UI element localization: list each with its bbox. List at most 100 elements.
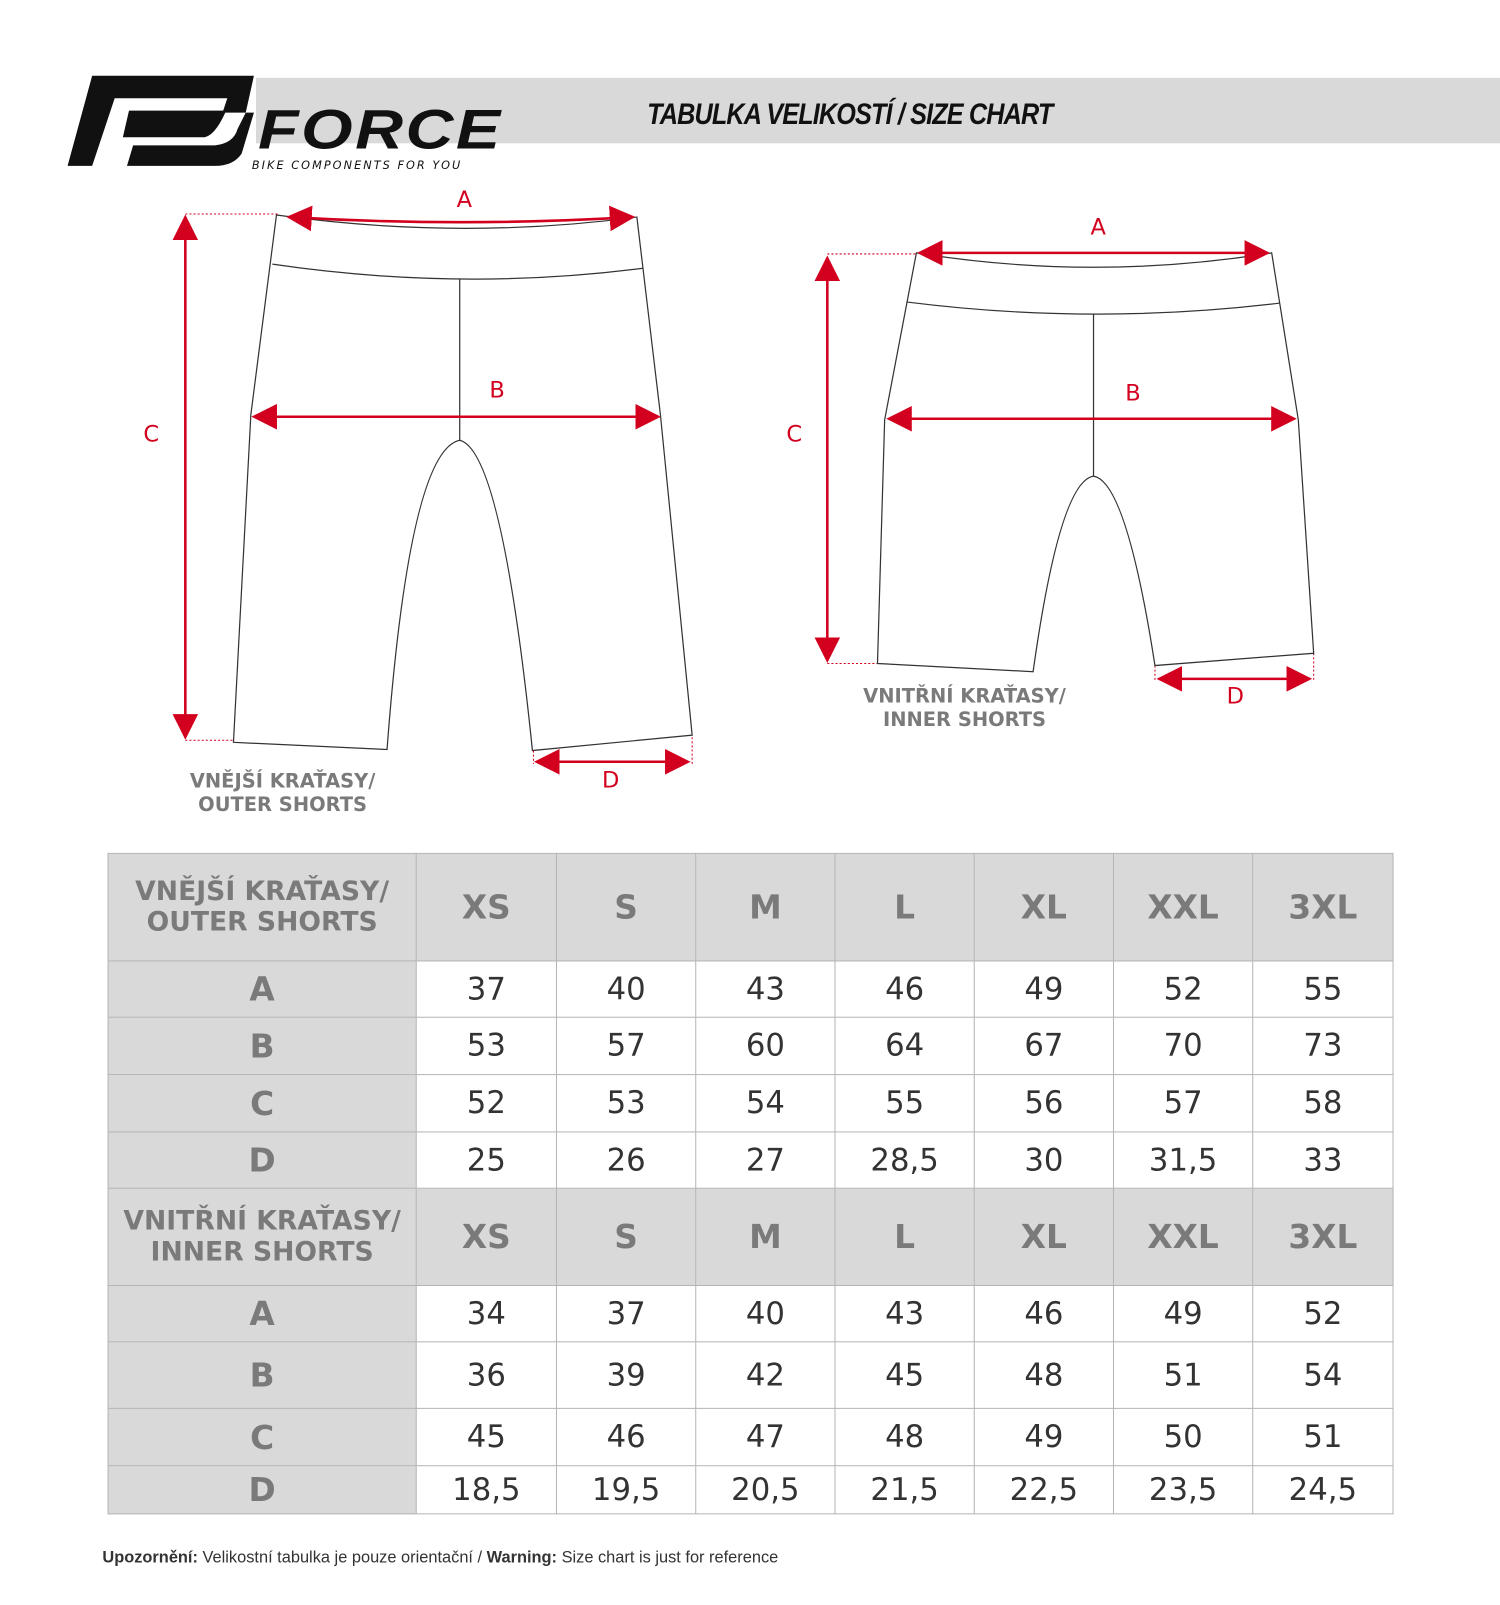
measure-label: B [107, 1016, 417, 1076]
table-cell: 51 [1252, 1407, 1394, 1467]
table-cell: 23,5 [1112, 1465, 1254, 1515]
table-cell: 31,5 [1112, 1131, 1254, 1189]
table-cell: 48 [834, 1407, 975, 1467]
measure-label: C [107, 1074, 417, 1133]
table-cell: 40 [695, 1284, 836, 1343]
size-header: L [834, 1187, 975, 1287]
table-cell: 21,5 [834, 1465, 975, 1515]
table-cell: 46 [834, 960, 975, 1018]
table-row: A 34 37 40 43 46 49 52 [107, 1284, 1394, 1343]
table-cell: 49 [973, 1407, 1115, 1467]
table-cell: 67 [973, 1016, 1115, 1076]
table-cell: 73 [1252, 1016, 1394, 1076]
outer-arrow-a [286, 205, 636, 232]
warning-cz-label: Upozornění: [102, 1549, 198, 1567]
table-cell: 46 [555, 1407, 697, 1467]
table-cell: 57 [1112, 1074, 1254, 1133]
footer-warning: Upozornění: Velikostní tabulka je pouze … [102, 1549, 778, 1567]
shorts-diagrams [172, 205, 1315, 775]
table-cell: 40 [555, 960, 697, 1018]
table-row: C 52 53 54 55 56 57 58 [107, 1074, 1394, 1133]
size-header: L [834, 852, 975, 962]
outer-shorts-outline [232, 214, 693, 752]
table-row: A 37 40 43 46 49 52 55 [107, 960, 1394, 1018]
size-header: M [695, 852, 836, 962]
size-header: 3XL [1252, 1187, 1394, 1287]
header-bar [255, 77, 1500, 144]
size-header: XS [415, 852, 558, 962]
table-cell: 64 [834, 1016, 975, 1076]
table-cell: 24,5 [1252, 1465, 1394, 1515]
table-cell: 54 [1252, 1341, 1394, 1409]
table-cell: 26 [555, 1131, 697, 1189]
table-cell: 39 [555, 1341, 697, 1409]
caption-line: OUTER SHORTS [198, 793, 368, 817]
inner-label-c: C [786, 421, 803, 448]
table-cell: 70 [1112, 1016, 1254, 1076]
outer-shorts-caption: VNĚJŠÍ KRAŤASY/ OUTER SHORTS [174, 770, 391, 817]
outer-label-a: A [456, 187, 473, 213]
section-title-line: VNITŘNÍ KRAŤASY/ [123, 1206, 401, 1237]
table-cell: 52 [1112, 960, 1254, 1018]
table-row: D 25 26 27 28,5 30 31,5 33 [107, 1131, 1394, 1189]
table-row: D 18,5 19,5 20,5 21,5 22,5 23,5 24,5 [107, 1465, 1394, 1515]
caption-line: VNITŘNÍ KRAŤASY/ [863, 684, 1066, 708]
table-cell: 52 [415, 1074, 558, 1133]
table-cell: 54 [695, 1074, 836, 1133]
table-header-row: VNĚJŠÍ KRAŤASY/OUTER SHORTS XS S M L XL XXL 3XL [107, 852, 1394, 962]
size-header: XS [415, 1187, 558, 1287]
table-cell: 28,5 [834, 1131, 975, 1189]
measure-label: D [107, 1465, 417, 1515]
size-header: XXL [1112, 1187, 1254, 1287]
section-title-line: OUTER SHORTS [146, 907, 378, 938]
force-logo-icon [67, 75, 254, 166]
table-cell: 58 [1252, 1074, 1394, 1133]
measure-label: B [107, 1341, 417, 1409]
table-row: C 45 46 47 48 49 50 51 [107, 1407, 1394, 1467]
table-cell: 60 [695, 1016, 836, 1076]
warning-en-label: Warning: [486, 1549, 558, 1567]
table-cell: 45 [834, 1341, 975, 1409]
measure-label: D [107, 1131, 417, 1189]
table-cell: 45 [415, 1407, 558, 1467]
size-header: XL [973, 852, 1115, 962]
table-cell: 48 [973, 1341, 1115, 1409]
table-cell: 51 [1112, 1341, 1254, 1409]
inner-label-d: D [1226, 683, 1244, 710]
size-header: XL [973, 1187, 1115, 1287]
table-cell: 36 [415, 1341, 558, 1409]
table-cell: 52 [1252, 1284, 1394, 1343]
warning-cz-text: Velikostní tabulka je pouze orientační / [197, 1549, 487, 1567]
table-cell: 30 [973, 1131, 1115, 1189]
table-cell: 43 [695, 960, 836, 1018]
section-title: VNĚJŠÍ KRAŤASY/OUTER SHORTS [107, 852, 417, 962]
table-cell: 33 [1252, 1131, 1394, 1189]
size-header: M [695, 1187, 836, 1287]
table-cell: 37 [415, 960, 558, 1018]
section-title: VNITŘNÍ KRAŤASY/INNER SHORTS [107, 1187, 417, 1287]
warning-en-text: Size chart is just for reference [557, 1549, 779, 1567]
table-cell: 50 [1112, 1407, 1254, 1467]
table-header-row: VNITŘNÍ KRAŤASY/INNER SHORTS XS S M L XL XXL 3X… [107, 1187, 1394, 1287]
size-header: XXL [1112, 852, 1254, 962]
page-title: TABULKA VELIKOSTÍ / SIZE CHART [647, 98, 1053, 132]
table-cell: 25 [415, 1131, 558, 1189]
table-row: B 53 57 60 64 67 70 73 [107, 1016, 1394, 1076]
measure-label: C [107, 1407, 417, 1467]
table-cell: 46 [973, 1284, 1115, 1343]
table-cell: 20,5 [695, 1465, 836, 1515]
table-cell: 42 [695, 1341, 836, 1409]
table-cell: 55 [1252, 960, 1394, 1018]
table-cell: 18,5 [415, 1465, 558, 1515]
size-header: 3XL [1252, 852, 1394, 962]
caption-line: VNĚJŠÍ KRAŤASY/ [189, 769, 376, 793]
table-cell: 22,5 [973, 1465, 1115, 1515]
table-cell: 56 [973, 1074, 1115, 1133]
table-cell: 57 [555, 1016, 697, 1076]
section-title-line: INNER SHORTS [150, 1236, 374, 1268]
table-cell: 49 [1112, 1284, 1254, 1343]
measure-label: A [107, 960, 417, 1018]
section-title-line: VNĚJŠÍ KRAŤASY/ [135, 876, 390, 908]
size-header: S [555, 852, 697, 962]
table-cell: 43 [834, 1284, 975, 1343]
